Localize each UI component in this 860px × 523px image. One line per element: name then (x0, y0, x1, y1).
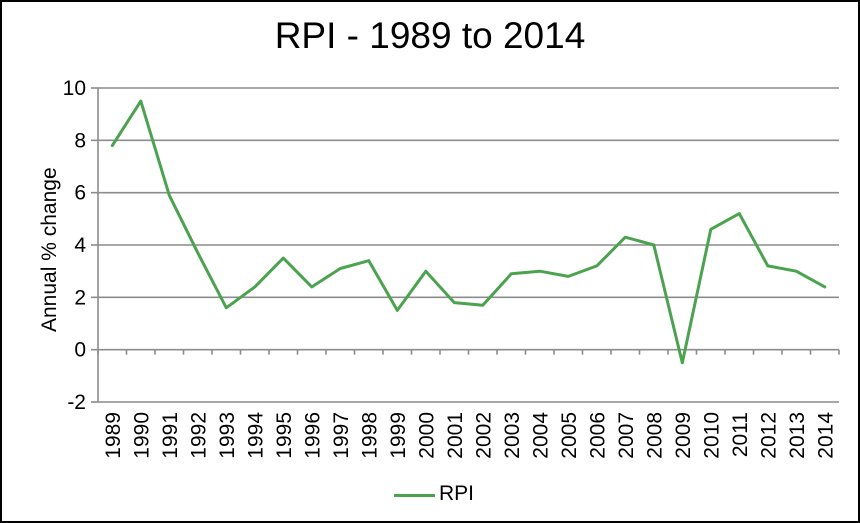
y-tick-label: 2 (74, 286, 86, 309)
x-tick-label: 2014 (814, 412, 837, 459)
x-tick-label: 2009 (672, 412, 695, 459)
x-tick-label: 1999 (387, 412, 410, 459)
chart-title: RPI - 1989 to 2014 (274, 15, 586, 56)
x-tick-label: 1991 (159, 412, 182, 459)
x-tick-label: 2003 (501, 412, 524, 459)
x-tick-label: 2012 (757, 412, 780, 459)
x-tick-label: 2000 (415, 412, 438, 459)
y-tick-label: 10 (63, 77, 86, 100)
series-line-rpi (110, 99, 827, 365)
x-tick-label: 1992 (187, 412, 210, 459)
x-tick-label: 1994 (244, 412, 267, 459)
legend-line-sample (394, 493, 435, 497)
x-tick-label: 1998 (358, 412, 381, 459)
x-tick-label: 2011 (729, 412, 752, 457)
x-tick-label: 1993 (216, 412, 239, 459)
x-tick-label: 2010 (700, 412, 723, 459)
x-tick-label: 2008 (643, 412, 666, 459)
x-tick-label: 2013 (786, 412, 809, 459)
x-tick-label: 1990 (130, 412, 153, 459)
y-tick-label: 0 (74, 339, 86, 362)
y-tick-label: 6 (74, 182, 86, 205)
y-tick-label: -2 (67, 391, 86, 414)
x-tick-label: 2004 (529, 412, 552, 459)
x-tick-label: 2002 (472, 412, 495, 459)
x-tick-label: 1996 (301, 412, 324, 459)
x-tick-label: 1997 (330, 412, 353, 459)
y-tick-label: 8 (74, 129, 86, 152)
x-tick-label: 2006 (586, 412, 609, 459)
x-tick-label: 2005 (558, 412, 581, 459)
legend: RPI (394, 482, 474, 506)
legend-label: RPI (439, 482, 475, 505)
x-tick-label: 1995 (273, 412, 296, 459)
x-tick-label: 2001 (444, 412, 467, 459)
x-tick-label: 1989 (102, 412, 125, 459)
x-tick-label: 2007 (615, 412, 638, 459)
y-tick-label: 4 (74, 234, 86, 257)
